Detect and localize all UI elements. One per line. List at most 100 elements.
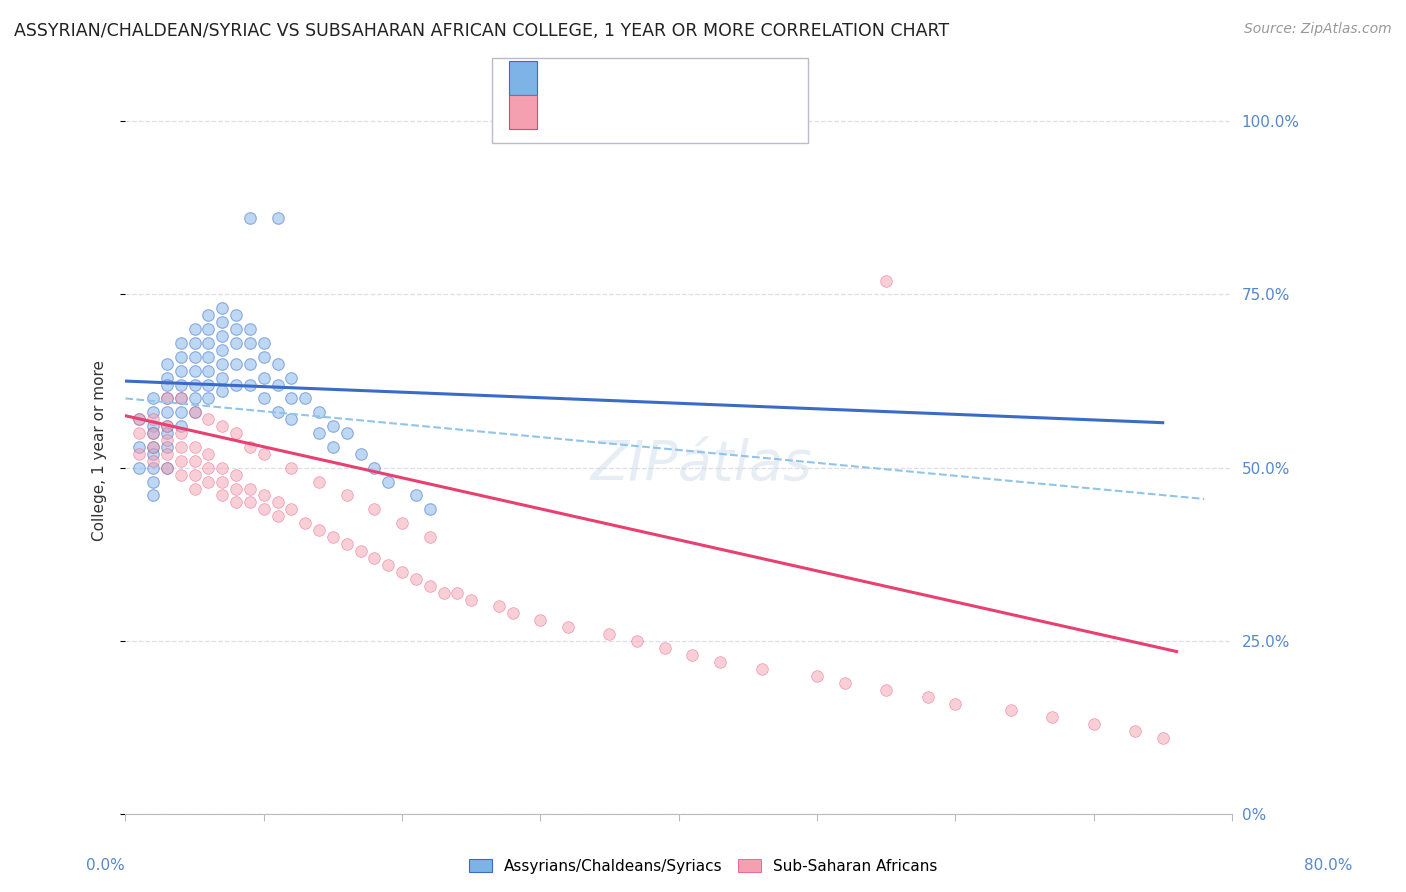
Point [211,343,233,357]
Point [709,655,731,669]
Point [682,648,704,662]
Point [253,335,276,350]
Point [211,370,233,384]
Point [128,440,150,454]
Point [183,454,205,468]
Point [239,440,262,454]
Point [156,460,179,475]
Point [211,419,233,434]
Point [557,620,579,634]
Point [197,377,219,392]
Point [308,426,330,441]
Point [502,607,524,621]
Point [626,634,648,648]
Point [170,454,193,468]
Point [142,405,165,419]
Point [156,419,179,434]
Point [266,211,288,226]
Text: R =  -0.556   N =  83: R = -0.556 N = 83 [543,107,703,122]
Point [322,530,344,544]
Point [280,502,302,516]
Point [142,392,165,406]
Point [142,426,165,441]
Point [183,364,205,378]
Point [183,392,205,406]
Point [170,392,193,406]
Point [529,613,551,627]
Point [183,350,205,364]
Point [280,412,302,426]
Point [1000,703,1022,717]
Point [377,475,399,489]
Point [225,495,247,509]
Point [156,447,179,461]
Point [225,322,247,336]
Point [170,440,193,454]
Point [211,357,233,371]
Point [363,460,385,475]
Text: 0.0%: 0.0% [86,858,125,872]
Point [156,433,179,447]
Point [225,335,247,350]
Point [142,475,165,489]
Point [253,447,276,461]
Point [336,537,359,551]
Point [225,426,247,441]
Point [266,495,288,509]
Point [142,426,165,441]
Point [197,335,219,350]
Point [156,440,179,454]
Point [183,377,205,392]
Point [170,467,193,482]
Point [142,419,165,434]
Point [1083,717,1105,731]
Point [349,447,371,461]
Point [239,377,262,392]
Point [183,335,205,350]
Point [405,488,427,502]
Point [156,426,179,441]
Point [280,370,302,384]
Point [170,364,193,378]
Point [183,440,205,454]
Text: R =  -0.101   N =  81: R = -0.101 N = 81 [543,73,702,88]
Point [197,308,219,322]
Point [1123,724,1146,739]
Point [1152,731,1174,746]
Point [419,579,441,593]
Point [156,392,179,406]
Point [128,460,150,475]
Point [183,405,205,419]
Point [266,405,288,419]
Point [211,329,233,343]
Point [363,502,385,516]
Point [460,592,482,607]
Point [834,675,856,690]
Point [211,315,233,329]
Point [225,482,247,496]
Point [142,447,165,461]
Text: Source: ZipAtlas.com: Source: ZipAtlas.com [1244,22,1392,37]
Point [875,682,897,697]
Point [183,405,205,419]
Point [432,585,454,599]
Point [197,364,219,378]
Point [806,669,828,683]
Point [239,211,262,226]
Point [170,377,193,392]
Point [349,544,371,558]
Point [266,377,288,392]
Point [197,350,219,364]
Point [183,467,205,482]
Point [391,516,413,531]
Point [142,440,165,454]
Point [363,550,385,565]
Point [197,412,219,426]
Point [308,475,330,489]
Point [225,377,247,392]
Point [128,447,150,461]
Point [197,475,219,489]
Point [419,502,441,516]
Point [446,585,468,599]
Point [322,419,344,434]
